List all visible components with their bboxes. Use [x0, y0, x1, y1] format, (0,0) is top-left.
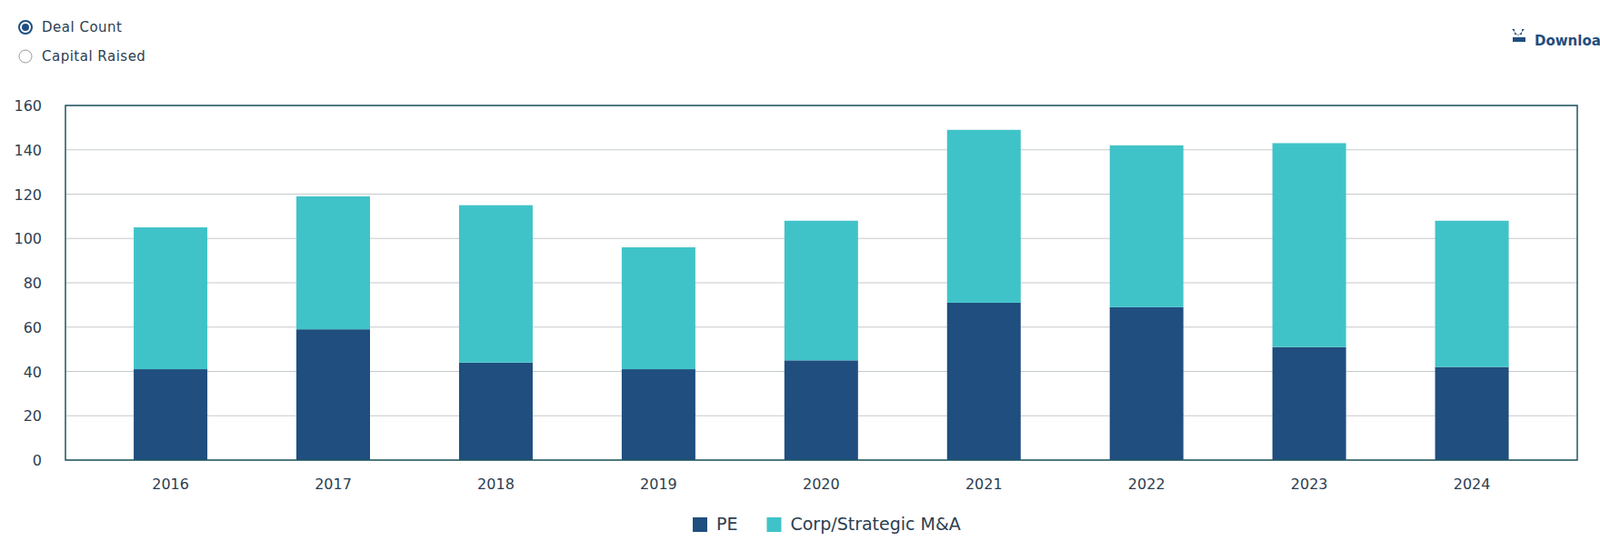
- y-tick-label: 40: [23, 363, 42, 381]
- bar: [947, 130, 1021, 303]
- bar: [1110, 307, 1184, 460]
- radio-label[interactable]: Capital Raised: [41, 48, 146, 65]
- x-tick-label: 2018: [477, 475, 515, 493]
- bar: [296, 196, 370, 330]
- legend: PE Corp/Strategic M&A: [692, 513, 961, 534]
- y-tick-label: 0: [32, 451, 42, 470]
- radio-label[interactable]: Deal Count: [41, 19, 122, 36]
- bar: [1272, 142, 1347, 347]
- bar: [133, 369, 208, 460]
- x-tick-label: 2017: [314, 475, 352, 493]
- bar: [947, 302, 1021, 460]
- bar: [784, 360, 859, 460]
- y-tick-label: 80: [23, 274, 42, 292]
- bar: [459, 362, 533, 460]
- x-tick-label: 2021: [965, 475, 1003, 493]
- x-tick-label: 2024: [1453, 475, 1491, 493]
- radio-button[interactable]: [19, 50, 32, 63]
- legend-swatch: [766, 517, 781, 532]
- bar: [1272, 347, 1347, 460]
- download-icon: [1511, 29, 1526, 42]
- x-tick-label: 2016: [151, 475, 190, 493]
- bar: [1435, 220, 1510, 368]
- bar: [621, 369, 696, 460]
- legend-label: Corp/Strategic M&A: [790, 513, 960, 534]
- plot-frame: [65, 105, 1578, 460]
- radio-button[interactable]: [19, 20, 32, 34]
- legend-swatch: [692, 517, 708, 532]
- bar: [296, 329, 370, 460]
- y-tick-label: 140: [13, 141, 42, 160]
- legend-label: PE: [716, 513, 738, 534]
- y-tick-label: 60: [23, 319, 42, 337]
- chart: Deal Count Capital Raised Download 0 20 40 60 8…: [0, 0, 1600, 551]
- bar: [1110, 145, 1184, 308]
- bars: [133, 130, 1510, 460]
- x-tick-label: 2019: [640, 475, 678, 493]
- bar: [1435, 367, 1510, 460]
- x-tick-label: 2020: [802, 475, 840, 493]
- y-tick-label: 120: [13, 186, 42, 204]
- radio-dot: [21, 23, 30, 31]
- bar: [459, 205, 533, 363]
- bar: [621, 247, 696, 370]
- bar: [784, 220, 859, 361]
- download-label[interactable]: Download: [1534, 32, 1600, 50]
- y-tick-label: 20: [23, 407, 42, 425]
- download-button[interactable]: Download: [1511, 29, 1600, 50]
- x-tick-label: 2023: [1290, 475, 1329, 493]
- grid-line: [65, 149, 1578, 150]
- bar: [133, 227, 208, 370]
- x-tick-label: 2022: [1128, 475, 1166, 493]
- y-tick-label: 100: [13, 230, 42, 248]
- y-tick-label: 160: [13, 97, 42, 115]
- grid-line: [65, 193, 1578, 195]
